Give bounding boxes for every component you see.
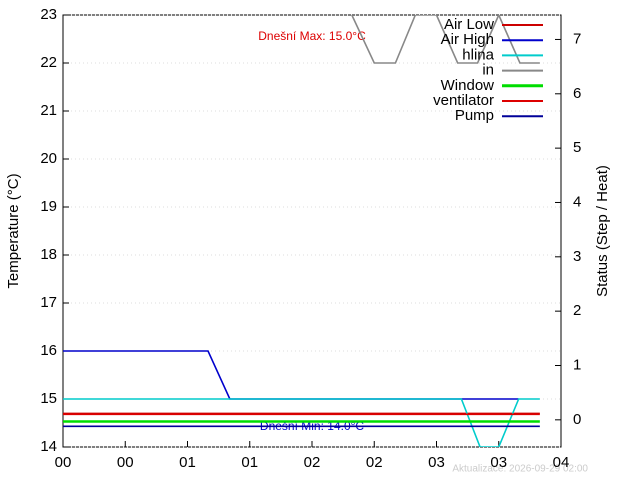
x-tick-label: 02 bbox=[304, 454, 321, 471]
y2-tick-label: 6 bbox=[573, 85, 581, 102]
y-tick-label: 18 bbox=[40, 246, 57, 263]
legend-label: in bbox=[482, 62, 494, 79]
update-annotation: Aktualizace: 2026-09-29 02:00 bbox=[452, 464, 588, 475]
x-tick-label: 01 bbox=[179, 454, 196, 471]
legend-label: ventilator bbox=[433, 92, 494, 109]
legend-label: Air Low bbox=[444, 16, 494, 33]
legend-label: Air High bbox=[441, 31, 494, 48]
x-tick-label: 03 bbox=[428, 454, 445, 471]
y-tick-label: 19 bbox=[40, 198, 57, 215]
y-tick-label: 21 bbox=[40, 102, 57, 119]
series-line bbox=[63, 350, 519, 400]
y2-tick-label: 5 bbox=[573, 139, 581, 156]
y2-tick-label: 7 bbox=[573, 30, 581, 47]
x-tick-label: 03 bbox=[490, 454, 507, 471]
max-annotation: Dnešní Max: 15.0°C bbox=[258, 29, 366, 43]
legend-label: hlina bbox=[462, 46, 494, 63]
y-tick-label: 15 bbox=[40, 390, 57, 407]
y-tick-label: 22 bbox=[40, 54, 57, 71]
y2-tick-label: 3 bbox=[573, 248, 581, 265]
y-axis-label: Temperature (°C) bbox=[5, 173, 22, 288]
legend-label: Window bbox=[441, 77, 495, 94]
plot-lines bbox=[63, 15, 540, 447]
legend-label: Pump bbox=[455, 107, 494, 124]
y2-tick-label: 1 bbox=[573, 356, 581, 373]
y-tick-label: 23 bbox=[40, 6, 57, 23]
x-tick-label: 00 bbox=[55, 454, 72, 471]
series-line bbox=[351, 15, 540, 64]
x-tick-label: 01 bbox=[241, 454, 258, 471]
y-tick-label: 14 bbox=[40, 438, 57, 455]
y-tick-label: 20 bbox=[40, 150, 57, 167]
y-tick-label: 16 bbox=[40, 342, 57, 359]
y-tick-label: 17 bbox=[40, 294, 57, 311]
x-tick-label: 04 bbox=[553, 454, 570, 471]
y2-axis-label: Status (Step / Heat) bbox=[594, 165, 611, 297]
y2-tick-label: 2 bbox=[573, 302, 581, 319]
y2-tick-label: 4 bbox=[573, 193, 581, 210]
x-tick-label: 02 bbox=[366, 454, 383, 471]
y2-tick-label: 0 bbox=[573, 411, 581, 428]
series-line bbox=[63, 398, 540, 447]
x-tick-label: 00 bbox=[117, 454, 134, 471]
